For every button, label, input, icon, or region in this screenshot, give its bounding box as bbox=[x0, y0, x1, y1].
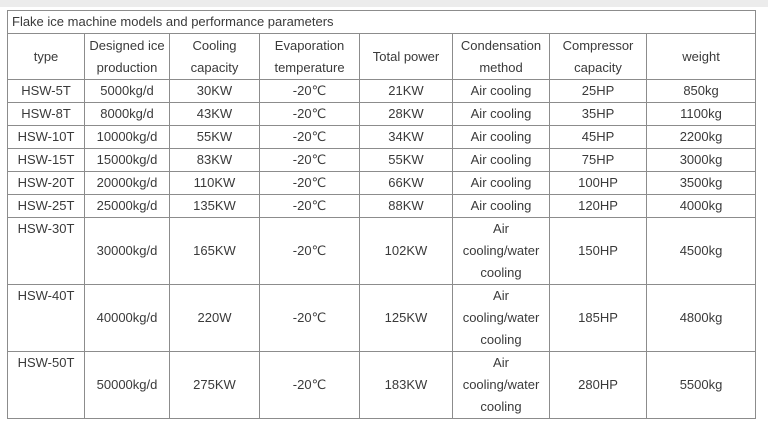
cell-condensation-method: Air cooling bbox=[452, 79, 550, 103]
cell-type: HSW-8T bbox=[7, 102, 85, 126]
cell-condensation-method: Air cooling bbox=[452, 171, 550, 195]
table-row: HSW-15T 15000kg/d 83KW -20℃ 55KW Air cooling 7… bbox=[7, 148, 757, 172]
cell-weight: 3000kg bbox=[645, 148, 757, 172]
cell-designed-ice-production: 5000kg/d bbox=[84, 79, 170, 103]
cell-type: HSW-15T bbox=[7, 148, 85, 172]
cell-evaporation-temperature: -20℃ bbox=[259, 125, 360, 149]
table-row: HSW-10T 10000kg/d 55KW -20℃ 34KW Air cooling 4… bbox=[7, 125, 757, 149]
table-row: HSW-8T 8000kg/d 43KW -20℃ 28KW Air cooling 35H… bbox=[7, 102, 757, 126]
cell-type: HSW-30T bbox=[7, 217, 85, 285]
table-body: HSW-5T 5000kg/d 30KW -20℃ 21KW Air cooling 25H… bbox=[7, 79, 757, 419]
column-header-condensation-method: Condensation method bbox=[452, 33, 550, 80]
cell-compressor-capacity: 25HP bbox=[549, 79, 647, 103]
column-header-total-power: Total power bbox=[359, 33, 453, 80]
cell-condensation-method: Air cooling/water cooling bbox=[452, 351, 550, 419]
cell-designed-ice-production: 40000kg/d bbox=[84, 284, 170, 352]
column-header-cooling-capacity: Cooling capacity bbox=[169, 33, 260, 80]
cell-compressor-capacity: 100HP bbox=[549, 171, 647, 195]
cell-type: HSW-20T bbox=[7, 171, 85, 195]
spec-table: Flake ice machine models and performance… bbox=[6, 10, 757, 419]
cell-cooling-capacity: 135KW bbox=[169, 194, 260, 218]
cell-type: HSW-25T bbox=[7, 194, 85, 218]
cell-total-power: 28KW bbox=[359, 102, 453, 126]
column-header-evaporation-temperature: Evaporation temperature bbox=[259, 33, 360, 80]
cell-total-power: 21KW bbox=[359, 79, 453, 103]
table-title: Flake ice machine models and performance… bbox=[6, 10, 757, 34]
cell-weight: 4800kg bbox=[645, 284, 757, 352]
cell-cooling-capacity: 43KW bbox=[169, 102, 260, 126]
cell-total-power: 125KW bbox=[359, 284, 453, 352]
cell-total-power: 55KW bbox=[359, 148, 453, 172]
cell-condensation-method: Air cooling/water cooling bbox=[452, 284, 550, 352]
cell-type: HSW-10T bbox=[7, 125, 85, 149]
column-header-compressor-capacity: Compressor capacity bbox=[549, 33, 647, 80]
cell-compressor-capacity: 75HP bbox=[549, 148, 647, 172]
table-row: HSW-25T 25000kg/d 135KW -20℃ 88KW Air cooling… bbox=[7, 194, 757, 218]
cell-cooling-capacity: 55KW bbox=[169, 125, 260, 149]
column-header-designed-ice-production: Designed ice production bbox=[84, 33, 170, 80]
cell-cooling-capacity: 83KW bbox=[169, 148, 260, 172]
table-row: HSW-40T 40000kg/d 220W -20℃ 125KW Air cooling… bbox=[7, 284, 757, 352]
header-row: type Designed ice production Cooling cap… bbox=[7, 33, 757, 80]
cell-compressor-capacity: 120HP bbox=[549, 194, 647, 218]
cell-weight: 1100kg bbox=[645, 102, 757, 126]
cell-evaporation-temperature: -20℃ bbox=[259, 148, 360, 172]
cell-condensation-method: Air cooling bbox=[452, 125, 550, 149]
cell-cooling-capacity: 275KW bbox=[169, 351, 260, 419]
cell-cooling-capacity: 220W bbox=[169, 284, 260, 352]
cell-total-power: 66KW bbox=[359, 171, 453, 195]
table-row: HSW-30T 30000kg/d 165KW -20℃ 102KW Air coolin… bbox=[7, 217, 757, 285]
cell-total-power: 34KW bbox=[359, 125, 453, 149]
cell-evaporation-temperature: -20℃ bbox=[259, 351, 360, 419]
top-strip bbox=[0, 0, 768, 7]
cell-compressor-capacity: 150HP bbox=[549, 217, 647, 285]
table-row: HSW-5T 5000kg/d 30KW -20℃ 21KW Air cooling 25H… bbox=[7, 79, 757, 103]
cell-weight: 4500kg bbox=[645, 217, 757, 285]
cell-weight: 4000kg bbox=[645, 194, 757, 218]
cell-designed-ice-production: 15000kg/d bbox=[84, 148, 170, 172]
cell-compressor-capacity: 280HP bbox=[549, 351, 647, 419]
cell-condensation-method: Air cooling/water cooling bbox=[452, 217, 550, 285]
cell-evaporation-temperature: -20℃ bbox=[259, 171, 360, 195]
title-row: Flake ice machine models and performance… bbox=[6, 10, 757, 34]
cell-type: HSW-40T bbox=[7, 284, 85, 352]
cell-cooling-capacity: 30KW bbox=[169, 79, 260, 103]
table-row: HSW-20T 20000kg/d 110KW -20℃ 66KW Air cooling… bbox=[7, 171, 757, 195]
cell-total-power: 88KW bbox=[359, 194, 453, 218]
cell-cooling-capacity: 110KW bbox=[169, 171, 260, 195]
cell-weight: 2200kg bbox=[645, 125, 757, 149]
cell-designed-ice-production: 20000kg/d bbox=[84, 171, 170, 195]
cell-compressor-capacity: 35HP bbox=[549, 102, 647, 126]
cell-weight: 850kg bbox=[645, 79, 757, 103]
cell-designed-ice-production: 10000kg/d bbox=[84, 125, 170, 149]
cell-designed-ice-production: 50000kg/d bbox=[84, 351, 170, 419]
cell-designed-ice-production: 25000kg/d bbox=[84, 194, 170, 218]
cell-evaporation-temperature: -20℃ bbox=[259, 102, 360, 126]
cell-total-power: 183KW bbox=[359, 351, 453, 419]
cell-weight: 3500kg bbox=[645, 171, 757, 195]
cell-evaporation-temperature: -20℃ bbox=[259, 217, 360, 285]
cell-cooling-capacity: 165KW bbox=[169, 217, 260, 285]
cell-type: HSW-5T bbox=[7, 79, 85, 103]
cell-compressor-capacity: 45HP bbox=[549, 125, 647, 149]
cell-condensation-method: Air cooling bbox=[452, 148, 550, 172]
cell-compressor-capacity: 185HP bbox=[549, 284, 647, 352]
table-row: HSW-50T 50000kg/d 275KW -20℃ 183KW Air coolin… bbox=[7, 351, 757, 419]
column-header-weight: weight bbox=[645, 33, 757, 80]
column-header-type: type bbox=[7, 33, 85, 80]
cell-type: HSW-50T bbox=[7, 351, 85, 419]
cell-designed-ice-production: 8000kg/d bbox=[84, 102, 170, 126]
cell-condensation-method: Air cooling bbox=[452, 102, 550, 126]
cell-designed-ice-production: 30000kg/d bbox=[84, 217, 170, 285]
cell-evaporation-temperature: -20℃ bbox=[259, 194, 360, 218]
cell-weight: 5500kg bbox=[645, 351, 757, 419]
cell-evaporation-temperature: -20℃ bbox=[259, 79, 360, 103]
cell-total-power: 102KW bbox=[359, 217, 453, 285]
cell-condensation-method: Air cooling bbox=[452, 194, 550, 218]
cell-evaporation-temperature: -20℃ bbox=[259, 284, 360, 352]
